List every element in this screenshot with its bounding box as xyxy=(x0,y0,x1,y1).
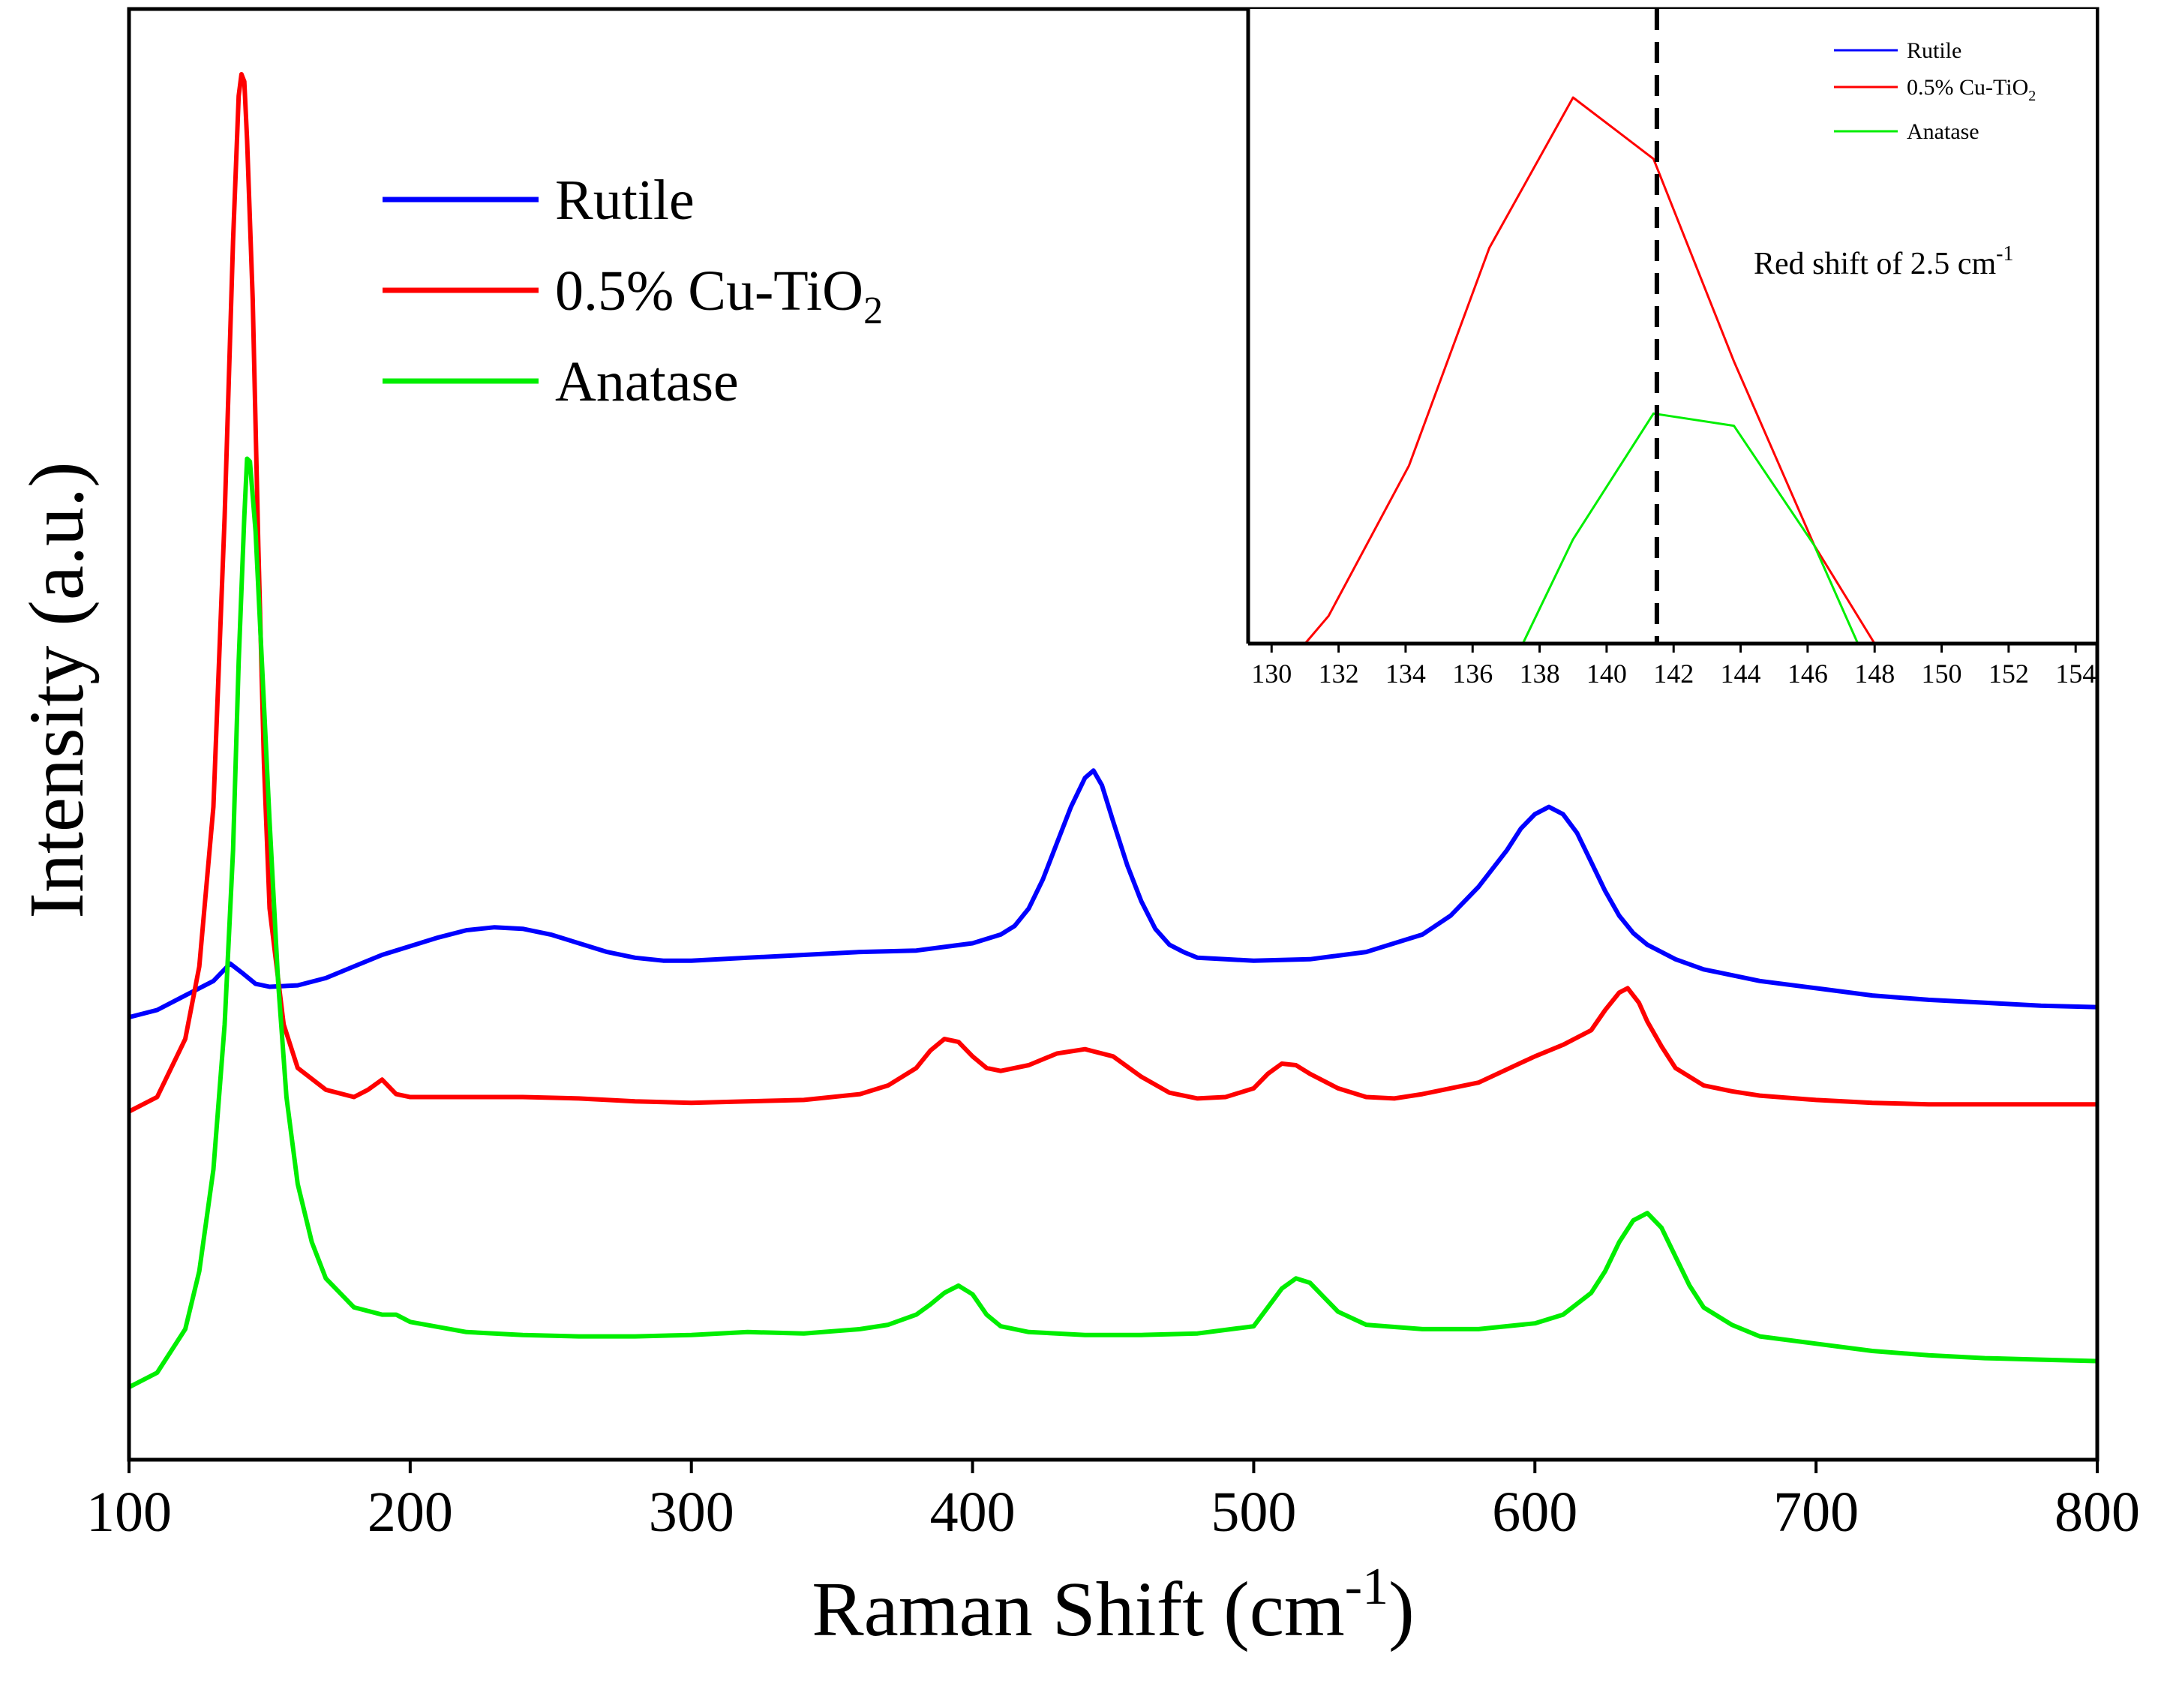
inset-x-tick-label-142: 142 xyxy=(1653,659,1694,689)
main-x-tick-label-100: 100 xyxy=(86,1481,172,1544)
main-series-rutile xyxy=(128,768,2098,1020)
main-series-layer xyxy=(128,72,2098,1389)
main-x-axis-title: Raman Shift (cm-1) xyxy=(812,1558,1414,1652)
inset-x-tick-label-154: 154 xyxy=(2055,659,2096,689)
main-chart: 100 200 300 400 500 600 700 800 Raman Shift (cm… xyxy=(14,7,2140,1652)
legend-label-anatase: Anatase xyxy=(555,350,739,413)
inset-series-layer xyxy=(1304,96,1876,644)
inset-legend-label-cu-tio2: 0.5% Cu-TiO2 xyxy=(1907,75,2036,104)
inset-legend: Rutile 0.5% Cu-TiO2 Anatase xyxy=(1834,38,2036,144)
inset-x-tick-label-146: 146 xyxy=(1787,659,1828,689)
main-x-tick-label-300: 300 xyxy=(649,1481,734,1544)
inset-x-tick-label-140: 140 xyxy=(1586,659,1627,689)
main-plot-frame xyxy=(127,7,2099,1462)
main-x-ticks: 100 200 300 400 500 600 700 800 xyxy=(86,1460,2140,1544)
main-x-axis-title-text: Raman Shift (cm xyxy=(812,1566,1345,1652)
inset-x-tick-label-152: 152 xyxy=(1988,659,2029,689)
inset-chart: 130 132 134 136 138 140 142 144 146 148 150 152 154 … xyxy=(1246,9,2096,689)
legend-label-rutile: Rutile xyxy=(555,169,695,232)
main-legend: Rutile 0.5% Cu-TiO2 Anatase xyxy=(383,169,883,413)
main-x-tick-label-700: 700 xyxy=(1773,1481,1859,1544)
inset-legend-label-anatase: Anatase xyxy=(1907,119,1979,144)
inset-annotation: Red shift of 2.5 cm-1 xyxy=(1754,242,2013,281)
inset-x-tick-label-134: 134 xyxy=(1385,659,1426,689)
inset-x-ticks: 130 132 134 136 138 140 142 144 146 148 150 152 154 xyxy=(1251,644,2096,689)
inset-x-tick-label-132: 132 xyxy=(1319,659,1359,689)
main-y-axis-title: Intensity (a.u.) xyxy=(14,461,100,918)
main-x-tick-label-500: 500 xyxy=(1211,1481,1296,1544)
main-x-tick-label-200: 200 xyxy=(368,1481,453,1544)
inset-x-tick-label-136: 136 xyxy=(1452,659,1493,689)
inset-x-tick-label-130: 130 xyxy=(1251,659,1292,689)
main-x-axis-title-sup: -1 xyxy=(1345,1558,1388,1616)
inset-x-tick-label-144: 144 xyxy=(1721,659,1761,689)
inset-background xyxy=(1248,9,2096,644)
inset-legend-label-rutile: Rutile xyxy=(1907,38,1961,63)
inset-x-tick-label-138: 138 xyxy=(1520,659,1560,689)
main-x-tick-label-800: 800 xyxy=(2054,1481,2140,1544)
legend-label-cu-tio2: 0.5% Cu-TiO2 xyxy=(555,260,883,332)
inset-series-0-5-cu-tio2 xyxy=(1304,96,1876,644)
main-x-axis-title-close: ) xyxy=(1388,1566,1415,1652)
main-x-tick-label-600: 600 xyxy=(1492,1481,1577,1544)
inset-x-tick-label-148: 148 xyxy=(1854,659,1895,689)
main-x-tick-label-400: 400 xyxy=(930,1481,1016,1544)
inset-x-tick-label-150: 150 xyxy=(1922,659,1962,689)
main-series-anatase xyxy=(128,456,2098,1389)
inset-series-anatase xyxy=(1521,412,1859,644)
